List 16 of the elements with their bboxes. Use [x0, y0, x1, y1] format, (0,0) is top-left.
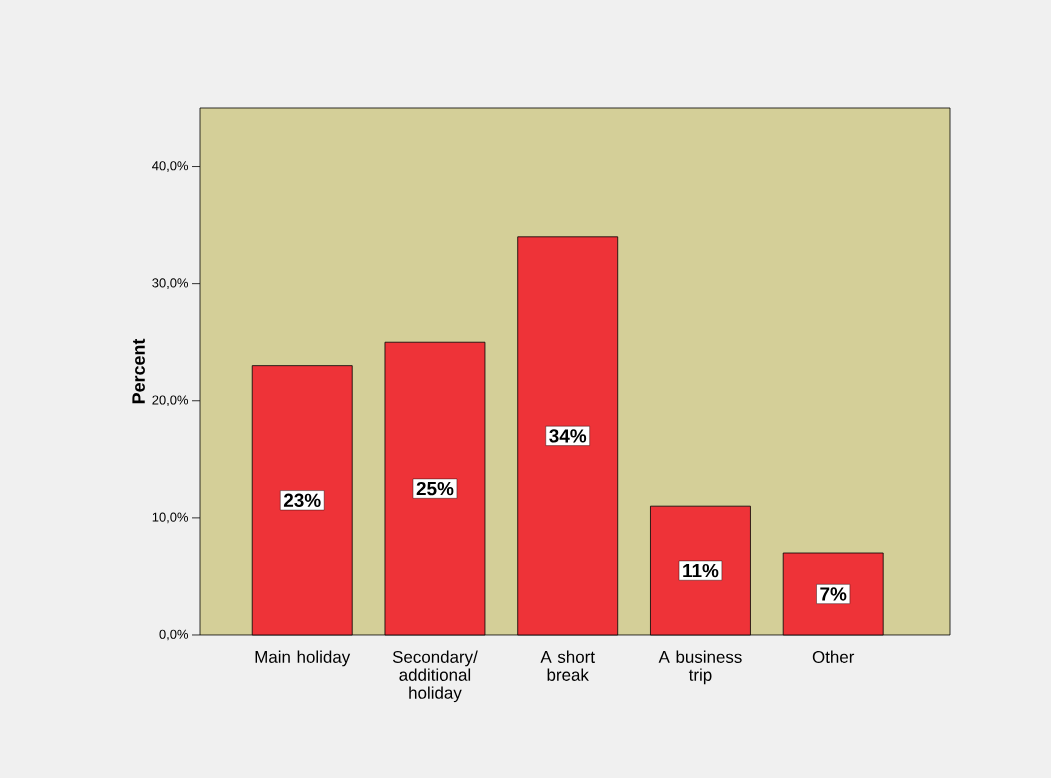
x-tick-label: Other — [812, 650, 855, 663]
y-tick-label: 30,0% — [152, 278, 189, 289]
x-tick-label: A business trip — [658, 650, 742, 685]
data-label: 25% — [416, 481, 454, 496]
y-axis-title: Percent — [132, 338, 145, 404]
y-tick-label: 0,0% — [159, 629, 189, 641]
x-tick-label: Main holiday — [255, 650, 351, 667]
data-label: 34% — [549, 429, 587, 443]
data-label: 23% — [283, 493, 321, 508]
x-tick-label: A short break — [540, 650, 595, 681]
data-label: 11% — [683, 563, 719, 578]
data-label: 7% — [820, 587, 847, 601]
x-tick-label: Secondary/ additional holiday — [392, 650, 478, 703]
y-tick-label: 20,0% — [152, 395, 189, 407]
y-tick-label: 10,0% — [152, 512, 189, 524]
y-tick-label: 40,0% — [152, 161, 189, 172]
